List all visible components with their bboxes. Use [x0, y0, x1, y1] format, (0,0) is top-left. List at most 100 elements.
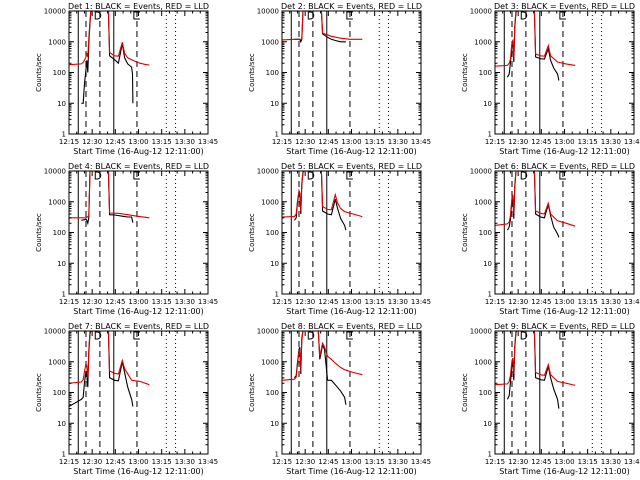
- y-tick-label: 10: [483, 260, 492, 268]
- series-lld-line: [69, 171, 150, 219]
- y-tick-label: 1: [275, 291, 279, 299]
- flag-d-marker: [307, 11, 315, 20]
- x-tick-label: 13:00: [341, 458, 361, 466]
- flag-c-marker: [559, 11, 566, 20]
- y-tick-label: 100: [53, 389, 66, 397]
- y-tick-label: 10000: [470, 168, 492, 176]
- x-tick-label: 12:15: [272, 138, 292, 146]
- y-tick-label: 10: [483, 420, 492, 428]
- y-tick-label: 10: [57, 100, 66, 108]
- x-tick-label: 12:15: [272, 458, 292, 466]
- y-tick-label: 100: [479, 69, 492, 77]
- x-tick-label: 13:15: [578, 458, 598, 466]
- x-axis-label: Start Time (16-Aug-12 12:11:00): [499, 147, 630, 156]
- y-tick-label: 1000: [474, 358, 492, 366]
- panel-title: Det 2: BLACK = Events, RED = LLD: [281, 2, 422, 11]
- x-tick-label: 12:30: [508, 458, 528, 466]
- flag-c-marker: [346, 11, 353, 20]
- y-tick-label: 100: [266, 229, 279, 237]
- flag-d-marker: [520, 331, 528, 340]
- x-tick-label: 13:45: [624, 458, 640, 466]
- flag-c-marker: [559, 331, 566, 340]
- x-tick-label: 13:00: [554, 298, 574, 306]
- x-axis-label: Start Time (16-Aug-12 12:11:00): [73, 467, 204, 476]
- y-tick-label: 1: [488, 291, 492, 299]
- x-tick-label: 13:45: [624, 298, 640, 306]
- y-tick-label: 1: [62, 451, 66, 459]
- x-tick-label: 12:45: [531, 298, 551, 306]
- x-tick-label: 12:45: [105, 138, 125, 146]
- panel-det-1: 1 10 100 1000 10000 12:15 12:30 12:45 13:00 13:15…: [35, 2, 218, 156]
- x-tick-label: 13:15: [152, 138, 172, 146]
- flag-d-marker: [94, 331, 102, 340]
- y-tick-label: 10: [57, 260, 66, 268]
- plot-frame: [494, 170, 635, 295]
- x-tick-label: 13:00: [554, 138, 574, 146]
- panel-det-2: 1 10 100 1000 10000 12:15 12:30 12:45 13:00 13:15…: [248, 2, 431, 156]
- x-tick-label: 13:30: [388, 298, 408, 306]
- y-tick-label: 10000: [44, 168, 66, 176]
- panel-det-3: 1 10 100 1000 10000 12:15 12:30 12:45 13:00 13:15…: [461, 2, 640, 156]
- y-tick-label: 1: [488, 131, 492, 139]
- x-axis-label: Start Time (16-Aug-12 12:11:00): [73, 147, 204, 156]
- y-axis-label: Counts/sec: [248, 213, 256, 252]
- y-tick-label: 10000: [44, 8, 66, 16]
- y-axis-label: Counts/sec: [248, 373, 256, 412]
- x-tick-label: 13:30: [175, 458, 195, 466]
- x-tick-label: 12:15: [59, 138, 79, 146]
- x-tick-label: 12:45: [531, 458, 551, 466]
- flag-c-marker: [133, 11, 140, 20]
- x-tick-label: 12:45: [105, 458, 125, 466]
- y-tick-label: 100: [266, 69, 279, 77]
- x-tick-label: 13:45: [411, 458, 431, 466]
- x-tick-label: 12:30: [82, 298, 102, 306]
- y-tick-label: 1: [62, 291, 66, 299]
- y-tick-label: 1000: [261, 38, 279, 46]
- x-axis-label: Start Time (16-Aug-12 12:11:00): [286, 147, 417, 156]
- flag-d-marker: [520, 171, 528, 180]
- y-tick-label: 1000: [261, 358, 279, 366]
- flag-c-marker: [133, 171, 140, 180]
- y-tick-label: 1000: [48, 358, 66, 366]
- panel-title: Det 5: BLACK = Events, RED = LLD: [281, 162, 422, 171]
- series-events-line: [81, 171, 134, 226]
- y-tick-label: 10000: [470, 328, 492, 336]
- panel-title: Det 6: BLACK = Events, RED = LLD: [494, 162, 635, 171]
- x-tick-label: 13:45: [198, 298, 218, 306]
- x-tick-label: 13:45: [411, 298, 431, 306]
- x-tick-label: 13:00: [128, 298, 148, 306]
- x-tick-label: 13:15: [365, 298, 385, 306]
- x-axis-label: Start Time (16-Aug-12 12:11:00): [499, 467, 630, 476]
- y-tick-label: 10000: [257, 8, 279, 16]
- y-tick-label: 1000: [474, 38, 492, 46]
- x-tick-label: 13:30: [601, 298, 621, 306]
- x-tick-label: 12:30: [295, 458, 315, 466]
- panel-title: Det 1: BLACK = Events, RED = LLD: [68, 2, 209, 11]
- y-axis-label: Counts/sec: [461, 373, 469, 412]
- plot-frame: [281, 330, 422, 455]
- x-tick-label: 13:00: [341, 298, 361, 306]
- flag-d-marker: [94, 11, 102, 20]
- series-lld-line: [282, 171, 363, 218]
- panel-det-7: 1 10 100 1000 10000 12:15 12:30 12:45 13:00 13:15…: [35, 322, 218, 476]
- series-lld-line: [495, 171, 576, 227]
- series-events-line: [81, 11, 134, 104]
- x-tick-label: 13:30: [601, 138, 621, 146]
- flag-d-marker: [520, 11, 528, 20]
- x-tick-label: 13:00: [341, 138, 361, 146]
- panel-det-4: 1 10 100 1000 10000 12:15 12:30 12:45 13:00 13:15…: [35, 162, 218, 316]
- y-tick-label: 100: [266, 389, 279, 397]
- plot-frame: [494, 10, 635, 135]
- panel-det-8: 1 10 100 1000 10000 12:15 12:30 12:45 13:00 13:15…: [248, 322, 431, 476]
- y-tick-label: 1: [275, 451, 279, 459]
- y-tick-label: 10: [57, 420, 66, 428]
- x-tick-label: 13:15: [365, 458, 385, 466]
- panel-title: Det 8: BLACK = Events, RED = LLD: [281, 322, 422, 331]
- y-tick-label: 10000: [44, 328, 66, 336]
- x-tick-label: 12:45: [318, 458, 338, 466]
- series-lld-line: [282, 11, 363, 41]
- x-tick-label: 12:15: [272, 298, 292, 306]
- y-tick-label: 1: [62, 131, 66, 139]
- x-axis-label: Start Time (16-Aug-12 12:11:00): [73, 307, 204, 316]
